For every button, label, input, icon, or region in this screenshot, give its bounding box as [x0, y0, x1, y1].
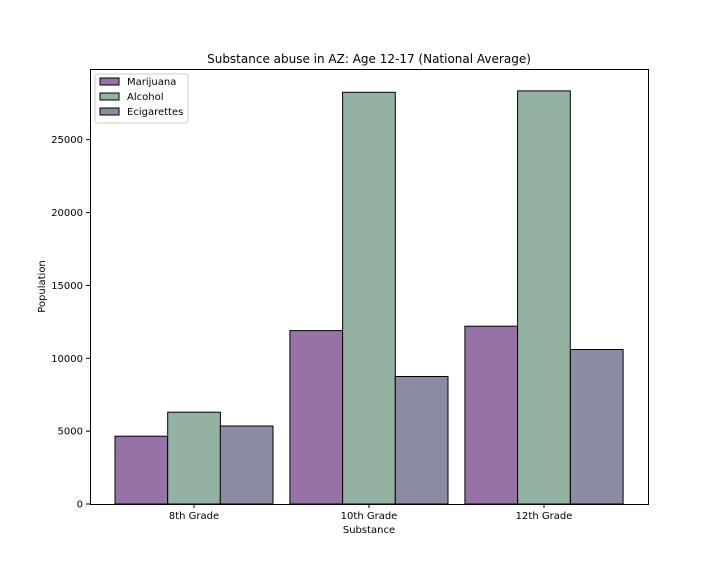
- legend-swatch-ecigarettes: [99, 107, 120, 116]
- plot-frame: [90, 69, 649, 505]
- y-tick-label: 10000: [51, 354, 83, 365]
- bar-ecigarettes-2: [569, 349, 624, 505]
- x-tick-label: 8th Grade: [169, 511, 219, 522]
- bar-ecigarettes-1: [394, 376, 449, 505]
- y-axis: 0 5000 10000 15000 20000 25000: [51, 135, 90, 511]
- bar-marijuana-1: [289, 330, 344, 505]
- bar-alcohol-1: [342, 91, 396, 505]
- x-axis-label: Substance: [343, 525, 395, 536]
- legend-label-marijuana: Marijuana: [127, 77, 176, 88]
- legend: Marijuana Alcohol Ecigarettes: [94, 73, 189, 124]
- legend-swatch-alcohol: [99, 92, 120, 101]
- legend-label-ecigarettes: Ecigarettes: [127, 107, 183, 118]
- chart-title: Substance abuse in AZ: Age 12-17 (Nation…: [207, 52, 531, 66]
- bar-marijuana-0: [114, 435, 169, 505]
- y-tick-label: 20000: [51, 208, 83, 219]
- x-tick-label: 12th Grade: [516, 511, 573, 522]
- legend-swatch-marijuana: [99, 77, 120, 86]
- bar-marijuana-2: [464, 325, 519, 505]
- y-tick-label: 5000: [58, 427, 83, 438]
- y-axis-label: Population: [37, 260, 48, 313]
- bar-alcohol-0: [167, 411, 221, 505]
- x-axis: 8th Grade 10th Grade 12th Grade: [169, 504, 572, 522]
- bar-alcohol-2: [517, 90, 571, 505]
- bars-group: [114, 90, 624, 505]
- y-tick-label: 15000: [51, 281, 83, 292]
- y-tick-label: 0: [77, 500, 83, 511]
- bar-ecigarettes-0: [219, 425, 274, 505]
- y-tick-label: 25000: [51, 135, 83, 146]
- x-tick-label: 10th Grade: [341, 511, 398, 522]
- legend-label-alcohol: Alcohol: [127, 92, 163, 103]
